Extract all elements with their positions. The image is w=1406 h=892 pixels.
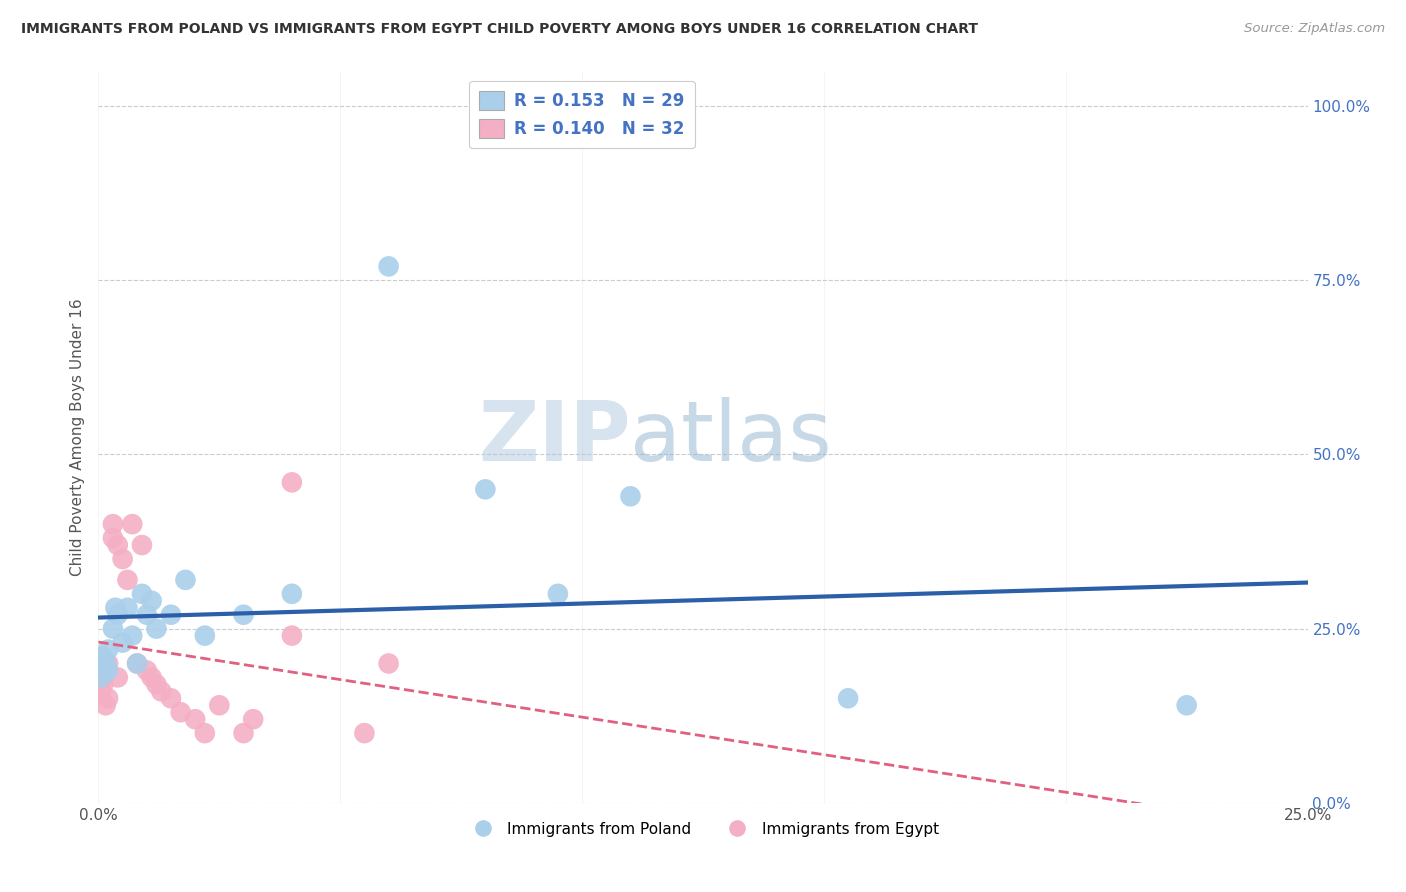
Point (281, 629, 304, 643)
Point (160, 607, 183, 622)
Point (97, 691, 120, 706)
Point (101, 517, 124, 532)
Point (90, 670, 112, 684)
Point (208, 698, 231, 713)
Point (94, 657, 117, 671)
Legend: Immigrants from Poland, Immigrants from Egypt: Immigrants from Poland, Immigrants from … (461, 815, 945, 843)
Point (91, 677, 114, 691)
Point (91, 664, 114, 678)
Point (107, 538, 129, 552)
Point (91, 649, 114, 664)
Point (1175, 698, 1198, 713)
Point (619, 489, 641, 503)
Point (121, 629, 143, 643)
Point (121, 517, 143, 532)
Point (107, 670, 129, 684)
Point (174, 573, 197, 587)
Point (547, 587, 569, 601)
Point (127, 657, 149, 671)
Point (232, 726, 254, 740)
Point (87, 670, 110, 684)
Point (145, 622, 167, 636)
Point (89, 657, 111, 671)
Text: atlas: atlas (630, 397, 832, 477)
Point (97, 657, 120, 671)
Point (353, 726, 375, 740)
Point (242, 712, 264, 726)
Point (104, 600, 127, 615)
Text: ZIP: ZIP (478, 397, 630, 477)
Point (94, 698, 117, 713)
Point (160, 691, 183, 706)
Point (184, 712, 207, 726)
Point (377, 260, 399, 274)
Point (150, 684, 173, 698)
Point (194, 726, 217, 740)
Point (101, 531, 124, 545)
Point (141, 594, 163, 608)
Point (135, 664, 157, 678)
Point (474, 483, 496, 497)
Point (281, 475, 304, 490)
Point (97, 642, 120, 657)
Point (91, 664, 114, 678)
Point (377, 657, 399, 671)
Point (141, 670, 163, 684)
Point (101, 622, 124, 636)
Point (837, 691, 859, 706)
Point (169, 705, 191, 719)
Point (131, 538, 153, 552)
Point (232, 607, 254, 622)
Point (145, 677, 167, 691)
Point (89, 677, 111, 691)
Text: Source: ZipAtlas.com: Source: ZipAtlas.com (1244, 22, 1385, 36)
Point (127, 657, 149, 671)
Text: IMMIGRANTS FROM POLAND VS IMMIGRANTS FROM EGYPT CHILD POVERTY AMONG BOYS UNDER 1: IMMIGRANTS FROM POLAND VS IMMIGRANTS FRO… (21, 22, 979, 37)
Point (107, 607, 129, 622)
Point (111, 552, 134, 566)
Point (97, 664, 120, 678)
Point (117, 600, 139, 615)
Point (194, 629, 217, 643)
Point (90, 684, 112, 698)
Point (135, 607, 157, 622)
Point (111, 635, 134, 649)
Point (131, 587, 153, 601)
Point (281, 587, 304, 601)
Point (117, 573, 139, 587)
Y-axis label: Child Poverty Among Boys Under 16: Child Poverty Among Boys Under 16 (70, 298, 86, 576)
